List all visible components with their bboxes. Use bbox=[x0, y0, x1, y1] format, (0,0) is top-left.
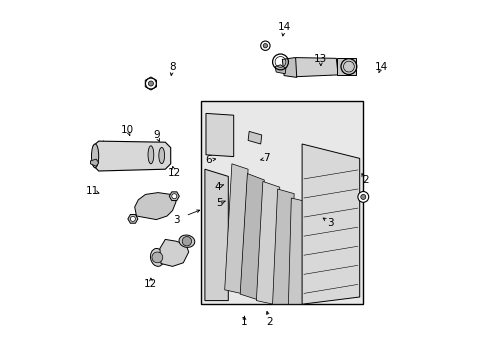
Ellipse shape bbox=[150, 248, 164, 266]
Polygon shape bbox=[90, 159, 99, 166]
Text: 4: 4 bbox=[214, 182, 221, 192]
Circle shape bbox=[360, 194, 365, 199]
Circle shape bbox=[171, 194, 177, 199]
Circle shape bbox=[148, 81, 153, 86]
Text: 13: 13 bbox=[314, 54, 327, 64]
Polygon shape bbox=[201, 101, 363, 304]
Polygon shape bbox=[160, 239, 188, 266]
Polygon shape bbox=[295, 58, 337, 77]
Text: 1: 1 bbox=[241, 317, 247, 327]
Polygon shape bbox=[127, 215, 138, 223]
Text: 7: 7 bbox=[262, 153, 269, 163]
Text: 6: 6 bbox=[205, 155, 211, 165]
Ellipse shape bbox=[179, 235, 194, 247]
Polygon shape bbox=[256, 181, 279, 304]
Ellipse shape bbox=[148, 146, 153, 164]
Text: 12: 12 bbox=[167, 168, 181, 178]
Polygon shape bbox=[134, 193, 176, 220]
Text: 14: 14 bbox=[277, 22, 290, 32]
Circle shape bbox=[357, 192, 368, 202]
Polygon shape bbox=[275, 65, 285, 74]
Text: 11: 11 bbox=[86, 186, 99, 196]
Polygon shape bbox=[282, 58, 298, 77]
Polygon shape bbox=[288, 198, 306, 304]
Text: 14: 14 bbox=[374, 62, 387, 72]
Text: 5: 5 bbox=[216, 198, 222, 208]
Ellipse shape bbox=[159, 148, 164, 164]
Circle shape bbox=[145, 78, 156, 89]
Polygon shape bbox=[93, 141, 170, 171]
Polygon shape bbox=[302, 144, 359, 304]
Text: 2: 2 bbox=[361, 175, 367, 185]
Polygon shape bbox=[205, 113, 233, 157]
Text: 9: 9 bbox=[153, 130, 159, 140]
Polygon shape bbox=[272, 189, 294, 304]
Polygon shape bbox=[336, 58, 355, 75]
Polygon shape bbox=[204, 169, 228, 301]
Polygon shape bbox=[224, 164, 247, 293]
Polygon shape bbox=[247, 131, 261, 144]
Circle shape bbox=[260, 41, 269, 50]
Circle shape bbox=[263, 44, 267, 48]
Text: 8: 8 bbox=[169, 62, 176, 72]
Circle shape bbox=[130, 216, 135, 221]
Text: 12: 12 bbox=[144, 279, 157, 289]
Text: 10: 10 bbox=[121, 125, 134, 135]
Text: 3: 3 bbox=[172, 215, 179, 225]
Polygon shape bbox=[240, 174, 264, 300]
Circle shape bbox=[182, 237, 191, 246]
Text: 3: 3 bbox=[327, 218, 333, 228]
Circle shape bbox=[152, 252, 163, 263]
Ellipse shape bbox=[91, 144, 99, 168]
Text: 2: 2 bbox=[266, 317, 272, 327]
Polygon shape bbox=[169, 192, 179, 201]
